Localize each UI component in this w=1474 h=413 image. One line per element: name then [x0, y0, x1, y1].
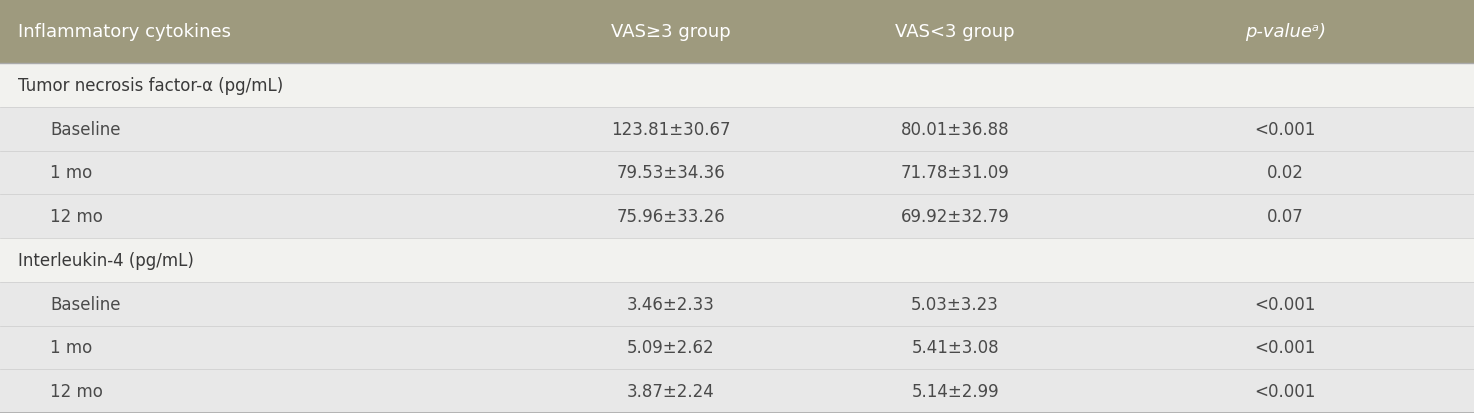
Text: 12 mo: 12 mo [50, 382, 103, 400]
Text: 80.01±36.88: 80.01±36.88 [901, 121, 1010, 138]
Text: Baseline: Baseline [50, 121, 121, 138]
Text: p-valueᵃ): p-valueᵃ) [1246, 23, 1325, 41]
Text: Interleukin-4 (pg/mL): Interleukin-4 (pg/mL) [18, 252, 193, 269]
Text: <0.001: <0.001 [1254, 382, 1316, 400]
Text: <0.001: <0.001 [1254, 121, 1316, 138]
Text: 123.81±30.67: 123.81±30.67 [610, 121, 731, 138]
Bar [0, 151, 1474, 195]
Text: 3.87±2.24: 3.87±2.24 [626, 382, 715, 400]
Bar [0, 282, 1474, 326]
Bar [0, 238, 1474, 282]
Bar [0, 326, 1474, 369]
Text: 69.92±32.79: 69.92±32.79 [901, 208, 1010, 225]
Text: Tumor necrosis factor-α (pg/mL): Tumor necrosis factor-α (pg/mL) [18, 77, 283, 95]
Text: 5.41±3.08: 5.41±3.08 [911, 339, 999, 356]
Text: 0.07: 0.07 [1268, 208, 1303, 225]
Text: 1 mo: 1 mo [50, 339, 93, 356]
Text: VAS<3 group: VAS<3 group [895, 23, 1016, 41]
Text: Baseline: Baseline [50, 295, 121, 313]
Text: 5.14±2.99: 5.14±2.99 [911, 382, 999, 400]
Text: 79.53±34.36: 79.53±34.36 [616, 164, 725, 182]
Text: 75.96±33.26: 75.96±33.26 [616, 208, 725, 225]
Text: 5.09±2.62: 5.09±2.62 [626, 339, 715, 356]
Bar [0, 64, 1474, 108]
Bar [0, 369, 1474, 413]
Text: <0.001: <0.001 [1254, 339, 1316, 356]
Text: <0.001: <0.001 [1254, 295, 1316, 313]
Text: Inflammatory cytokines: Inflammatory cytokines [18, 23, 231, 41]
Bar [0, 108, 1474, 151]
Text: 0.02: 0.02 [1266, 164, 1304, 182]
Text: 12 mo: 12 mo [50, 208, 103, 225]
Text: 3.46±2.33: 3.46±2.33 [626, 295, 715, 313]
Bar [0, 195, 1474, 239]
Text: VAS≥3 group: VAS≥3 group [610, 23, 731, 41]
Text: 5.03±3.23: 5.03±3.23 [911, 295, 999, 313]
Text: 71.78±31.09: 71.78±31.09 [901, 164, 1010, 182]
Bar [0, 0, 1474, 64]
Text: 1 mo: 1 mo [50, 164, 93, 182]
